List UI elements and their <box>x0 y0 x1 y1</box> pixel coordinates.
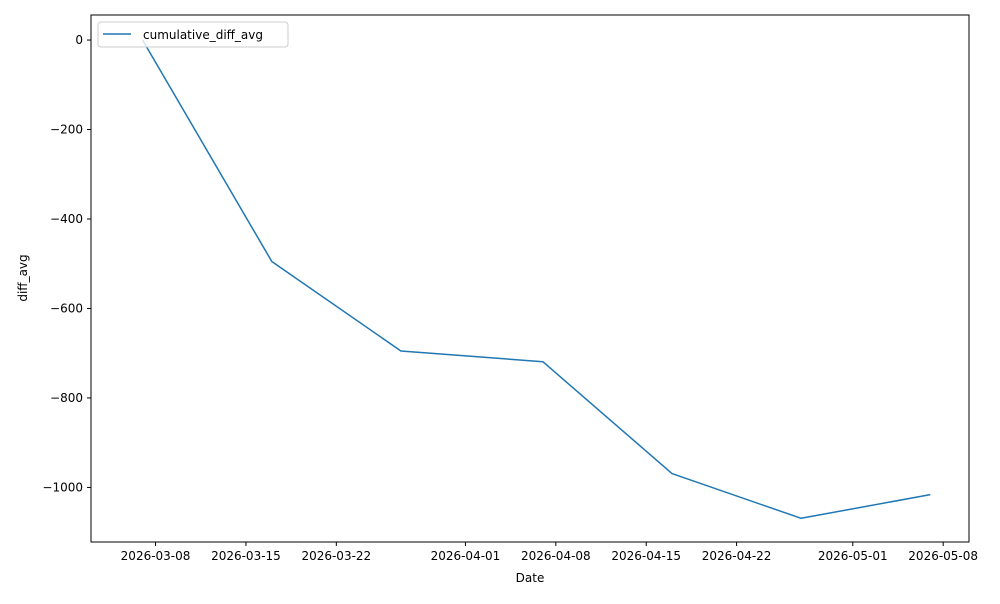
x-tick-label: 2026-05-01 <box>818 549 888 563</box>
x-tick-label: 2026-03-15 <box>211 549 281 563</box>
y-tick-label: −800 <box>50 391 83 405</box>
x-tick-label: 2026-03-08 <box>121 549 191 563</box>
x-axis-label: Date <box>516 571 545 585</box>
x-tick-label: 2026-04-01 <box>431 549 501 563</box>
x-tick-label: 2026-04-08 <box>521 549 591 563</box>
legend-label: cumulative_diff_avg <box>143 28 263 42</box>
x-tick-label: 2026-04-22 <box>702 549 772 563</box>
x-tick-label: 2026-03-22 <box>301 549 371 563</box>
y-axis-label: diff_avg <box>16 254 30 301</box>
y-tick-label: −600 <box>50 301 83 315</box>
y-tick-label: 0 <box>75 33 83 47</box>
x-tick-label: 2026-04-15 <box>611 549 681 563</box>
y-tick-label: −200 <box>50 123 83 137</box>
legend: cumulative_diff_avg <box>98 22 288 47</box>
y-tick-label: −1000 <box>42 480 83 494</box>
x-tick-label: 2026-05-08 <box>908 549 978 563</box>
y-tick-label: −400 <box>50 212 83 226</box>
